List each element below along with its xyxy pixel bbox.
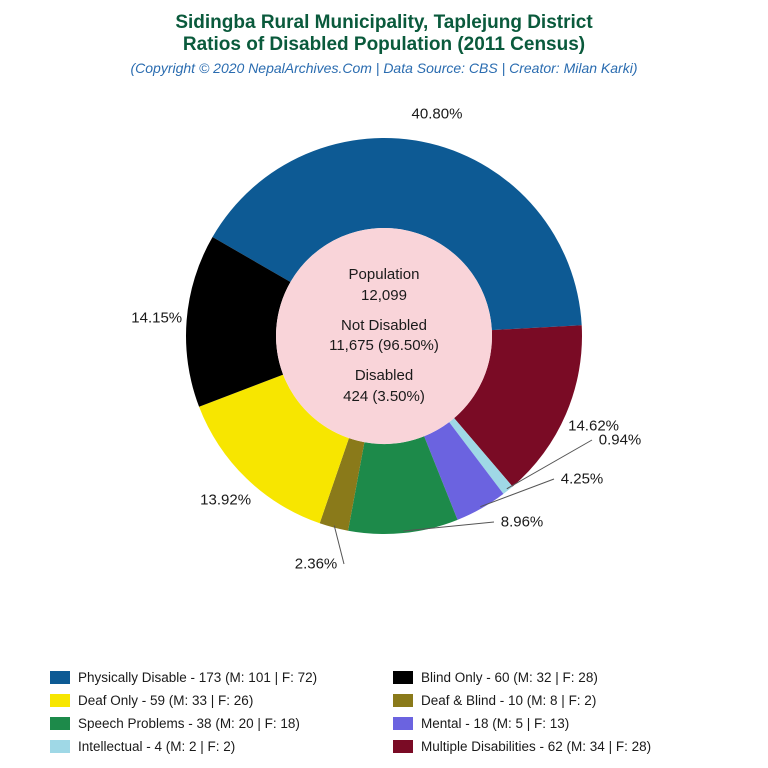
title-line-1: Sidingba Rural Municipality, Taplejung D… xyxy=(0,12,768,34)
legend-swatch xyxy=(50,694,70,707)
center-line: Population xyxy=(349,265,420,285)
legend-text: Physically Disable - 173 (M: 101 | F: 72… xyxy=(78,670,317,685)
legend-item: Deaf & Blind - 10 (M: 8 | F: 2) xyxy=(393,693,718,708)
pct-label-deaf_blind: 2.36% xyxy=(295,556,338,573)
center-group-0: Population12,099 xyxy=(349,265,420,306)
legend-swatch xyxy=(50,671,70,684)
title-line-2: Ratios of Disabled Population (2011 Cens… xyxy=(0,34,768,56)
legend-text: Speech Problems - 38 (M: 20 | F: 18) xyxy=(78,716,300,731)
center-line: Not Disabled xyxy=(329,316,439,336)
legend-item: Speech Problems - 38 (M: 20 | F: 18) xyxy=(50,716,375,731)
legend-item: Intellectual - 4 (M: 2 | F: 2) xyxy=(50,739,375,754)
legend-text: Mental - 18 (M: 5 | F: 13) xyxy=(421,716,569,731)
legend-swatch xyxy=(393,694,413,707)
legend-item: Physically Disable - 173 (M: 101 | F: 72… xyxy=(50,670,375,685)
center-line: 424 (3.50%) xyxy=(343,387,425,407)
pct-label-mental: 4.25% xyxy=(561,471,604,488)
legend-item: Blind Only - 60 (M: 32 | F: 28) xyxy=(393,670,718,685)
pct-label-blind_only: 14.15% xyxy=(131,309,182,326)
legend: Physically Disable - 173 (M: 101 | F: 72… xyxy=(50,670,718,754)
legend-swatch xyxy=(393,671,413,684)
center-summary: Population12,099 Not Disabled11,675 (96.5… xyxy=(276,228,492,444)
legend-item: Deaf Only - 59 (M: 33 | F: 26) xyxy=(50,693,375,708)
center-line: 12,099 xyxy=(349,286,420,306)
legend-text: Blind Only - 60 (M: 32 | F: 28) xyxy=(421,670,598,685)
legend-swatch xyxy=(393,740,413,753)
pct-label-deaf_only: 13.92% xyxy=(200,491,251,508)
pct-label-physically_disable: 40.80% xyxy=(412,106,463,123)
legend-item: Mental - 18 (M: 5 | F: 13) xyxy=(393,716,718,731)
title-block: Sidingba Rural Municipality, Taplejung D… xyxy=(0,0,768,76)
center-line: Disabled xyxy=(343,366,425,386)
legend-item: Multiple Disabilities - 62 (M: 34 | F: 2… xyxy=(393,739,718,754)
donut-chart: Population12,099 Not Disabled11,675 (96.5… xyxy=(0,76,768,596)
legend-swatch xyxy=(50,740,70,753)
legend-swatch xyxy=(50,717,70,730)
pct-label-speech_problems: 8.96% xyxy=(501,514,544,531)
pct-label-intellectual: 0.94% xyxy=(599,432,642,449)
legend-swatch xyxy=(393,717,413,730)
legend-text: Intellectual - 4 (M: 2 | F: 2) xyxy=(78,739,235,754)
subtitle: (Copyright © 2020 NepalArchives.Com | Da… xyxy=(0,60,768,76)
legend-text: Deaf & Blind - 10 (M: 8 | F: 2) xyxy=(421,693,596,708)
center-line: 11,675 (96.50%) xyxy=(329,336,439,356)
legend-text: Deaf Only - 59 (M: 33 | F: 26) xyxy=(78,693,253,708)
legend-text: Multiple Disabilities - 62 (M: 34 | F: 2… xyxy=(421,739,651,754)
center-group-1: Not Disabled11,675 (96.50%) xyxy=(329,316,439,357)
center-group-2: Disabled424 (3.50%) xyxy=(343,366,425,407)
